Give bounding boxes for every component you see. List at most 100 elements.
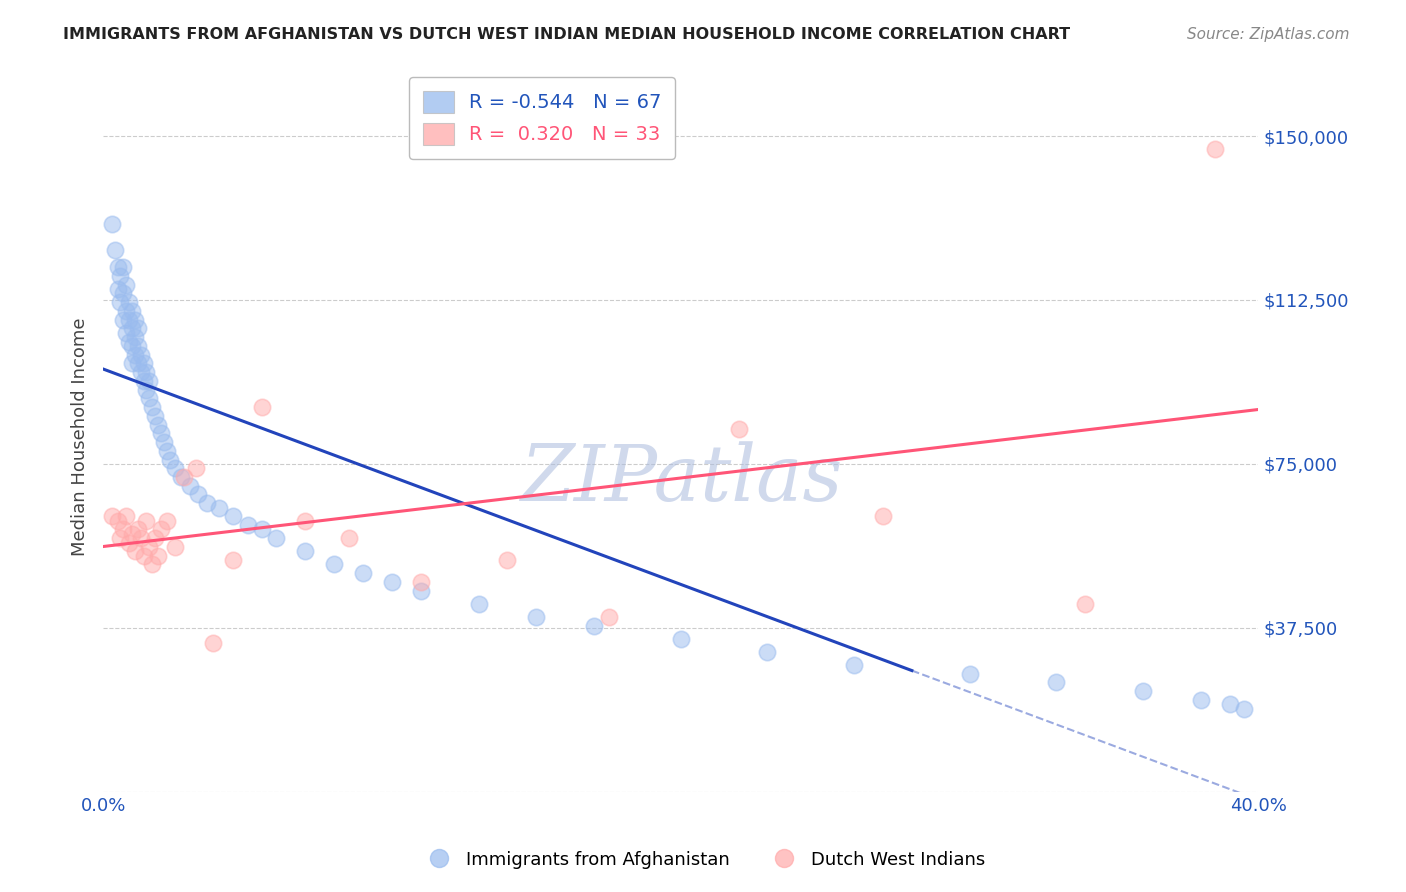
Point bbox=[1189, 693, 1212, 707]
Point bbox=[409, 574, 432, 589]
Point bbox=[598, 610, 620, 624]
Point bbox=[294, 544, 316, 558]
Point bbox=[115, 277, 138, 292]
Point bbox=[165, 540, 187, 554]
Point bbox=[101, 509, 124, 524]
Point bbox=[872, 509, 894, 524]
Point bbox=[152, 435, 174, 450]
Point bbox=[132, 356, 155, 370]
Point bbox=[132, 549, 155, 563]
Point bbox=[669, 632, 692, 646]
Point bbox=[107, 514, 129, 528]
Point bbox=[156, 514, 179, 528]
Point bbox=[1204, 142, 1226, 156]
Point bbox=[118, 535, 141, 549]
Point bbox=[756, 645, 779, 659]
Point bbox=[266, 531, 288, 545]
Point bbox=[107, 282, 129, 296]
Point bbox=[129, 365, 152, 379]
Point bbox=[352, 566, 374, 581]
Point bbox=[127, 523, 149, 537]
Point bbox=[121, 339, 143, 353]
Point bbox=[146, 417, 169, 432]
Point bbox=[1132, 684, 1154, 698]
Point bbox=[107, 260, 129, 275]
Point bbox=[236, 518, 259, 533]
Point bbox=[149, 426, 172, 441]
Point bbox=[112, 286, 135, 301]
Point bbox=[127, 321, 149, 335]
Point bbox=[496, 553, 519, 567]
Point bbox=[1074, 597, 1097, 611]
Point bbox=[222, 553, 245, 567]
Point bbox=[124, 544, 146, 558]
Point bbox=[727, 422, 749, 436]
Point bbox=[337, 531, 360, 545]
Point bbox=[250, 523, 273, 537]
Point bbox=[124, 348, 146, 362]
Point bbox=[149, 523, 172, 537]
Point bbox=[124, 312, 146, 326]
Point bbox=[138, 540, 160, 554]
Point bbox=[127, 339, 149, 353]
Point bbox=[222, 509, 245, 524]
Point bbox=[1219, 698, 1241, 712]
Point bbox=[115, 304, 138, 318]
Text: Source: ZipAtlas.com: Source: ZipAtlas.com bbox=[1187, 27, 1350, 42]
Point bbox=[112, 523, 135, 537]
Point bbox=[842, 657, 865, 672]
Point bbox=[121, 321, 143, 335]
Point bbox=[524, 610, 547, 624]
Point bbox=[165, 461, 187, 475]
Point bbox=[104, 243, 127, 257]
Point bbox=[115, 509, 138, 524]
Point bbox=[101, 217, 124, 231]
Point bbox=[179, 479, 201, 493]
Legend: R = -0.544   N = 67, R =  0.320   N = 33: R = -0.544 N = 67, R = 0.320 N = 33 bbox=[409, 77, 675, 159]
Point bbox=[170, 470, 193, 484]
Text: ZIPatlas: ZIPatlas bbox=[520, 441, 842, 517]
Point bbox=[1233, 701, 1256, 715]
Point bbox=[409, 583, 432, 598]
Point bbox=[121, 304, 143, 318]
Point bbox=[115, 326, 138, 340]
Point bbox=[156, 443, 179, 458]
Point bbox=[135, 514, 157, 528]
Point bbox=[129, 348, 152, 362]
Point bbox=[143, 531, 166, 545]
Point bbox=[184, 461, 207, 475]
Point bbox=[467, 597, 489, 611]
Point bbox=[118, 295, 141, 310]
Point bbox=[141, 558, 163, 572]
Point bbox=[146, 549, 169, 563]
Point bbox=[250, 400, 273, 414]
Point bbox=[135, 383, 157, 397]
Point bbox=[1045, 675, 1067, 690]
Point bbox=[110, 531, 132, 545]
Point bbox=[195, 496, 218, 510]
Point bbox=[159, 452, 181, 467]
Point bbox=[127, 356, 149, 370]
Point bbox=[132, 374, 155, 388]
Point bbox=[124, 330, 146, 344]
Point bbox=[141, 400, 163, 414]
Point bbox=[208, 500, 231, 515]
Point bbox=[294, 514, 316, 528]
Point bbox=[118, 312, 141, 326]
Point bbox=[121, 526, 143, 541]
Point bbox=[112, 260, 135, 275]
Point bbox=[110, 268, 132, 283]
Legend: Immigrants from Afghanistan, Dutch West Indians: Immigrants from Afghanistan, Dutch West … bbox=[413, 844, 993, 876]
Point bbox=[112, 312, 135, 326]
Point bbox=[129, 531, 152, 545]
Point bbox=[138, 374, 160, 388]
Point bbox=[323, 558, 346, 572]
Y-axis label: Median Household Income: Median Household Income bbox=[72, 318, 89, 556]
Point bbox=[173, 470, 195, 484]
Point bbox=[138, 392, 160, 406]
Point bbox=[381, 574, 404, 589]
Point bbox=[118, 334, 141, 349]
Text: IMMIGRANTS FROM AFGHANISTAN VS DUTCH WEST INDIAN MEDIAN HOUSEHOLD INCOME CORRELA: IMMIGRANTS FROM AFGHANISTAN VS DUTCH WES… bbox=[63, 27, 1070, 42]
Point bbox=[110, 295, 132, 310]
Point bbox=[143, 409, 166, 423]
